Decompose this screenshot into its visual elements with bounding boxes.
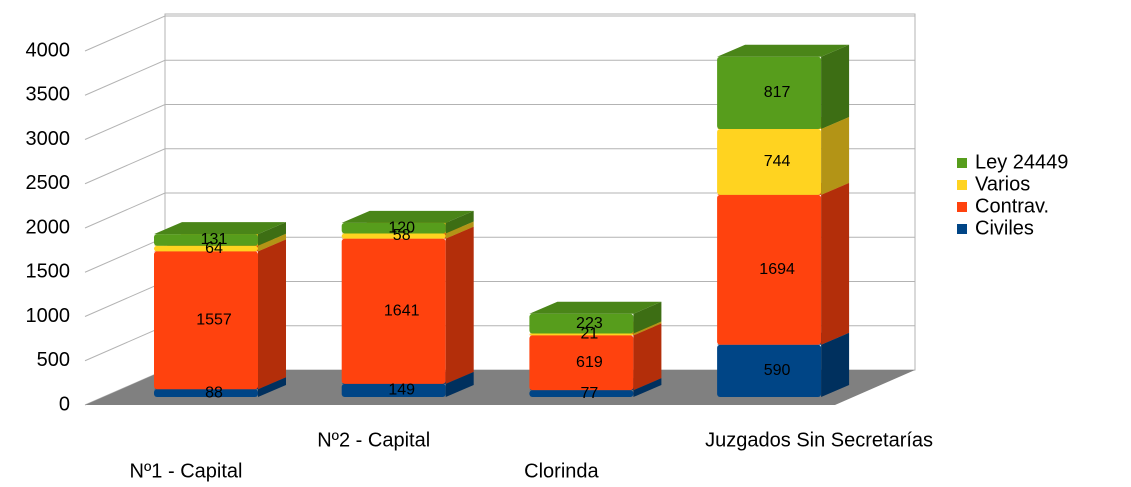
bar-side <box>633 323 662 391</box>
value-label: 817 <box>764 84 791 101</box>
bar-segment <box>154 234 258 246</box>
bar-segment <box>154 389 258 397</box>
bar-side <box>633 301 662 334</box>
value-label: 149 <box>388 382 415 399</box>
x-tick-label: Juzgados Sin Secretarías <box>705 429 933 451</box>
bar-top <box>529 301 662 314</box>
bar-segment <box>717 56 822 130</box>
bar-segment <box>529 335 634 391</box>
y-tick-label: 3500 <box>26 84 71 106</box>
bar-top <box>154 222 286 235</box>
legend-label: Contrav. <box>975 195 1049 217</box>
bar-side <box>821 182 850 345</box>
bar-segment <box>717 344 822 397</box>
value-label: 64 <box>205 240 223 257</box>
legend-label: Ley 24449 <box>975 151 1068 173</box>
grid-line <box>84 192 915 229</box>
legend-label: Civiles <box>975 217 1034 239</box>
grid-line <box>84 15 915 52</box>
bar-segment <box>717 194 822 345</box>
bar-segment <box>529 313 634 334</box>
y-tick-label: 3000 <box>26 128 71 150</box>
bar-side <box>445 210 474 234</box>
bar-top <box>717 44 850 57</box>
y-tick-label: 500 <box>37 349 70 371</box>
value-label: 744 <box>764 153 791 170</box>
value-label: 619 <box>576 354 603 371</box>
bar-side <box>445 371 474 397</box>
value-label: 131 <box>201 231 228 248</box>
bar-side <box>258 377 286 397</box>
bar-top <box>341 210 474 223</box>
bar-segment <box>717 129 822 195</box>
bar-side <box>445 221 474 239</box>
value-label: 590 <box>764 362 791 379</box>
value-label: 21 <box>581 326 599 343</box>
legend-swatch <box>957 180 967 190</box>
x-tick-label: Nº2 - Capital <box>317 429 430 451</box>
bar-segment <box>529 333 634 336</box>
floor <box>85 370 915 405</box>
x-tick-label: Nº1 - Capital <box>130 460 243 482</box>
grid-line <box>84 148 915 185</box>
bar-side <box>821 44 850 130</box>
legend-swatch <box>957 202 967 212</box>
bar-side <box>633 321 662 336</box>
bar-side <box>445 226 474 384</box>
bar-segment <box>341 238 446 384</box>
grid-line <box>84 59 915 96</box>
y-tick-label: 2000 <box>26 216 71 238</box>
bar-segment <box>154 251 258 390</box>
bar-segment <box>341 222 446 234</box>
value-label: 1557 <box>196 312 232 329</box>
bar-side <box>258 222 286 246</box>
value-label: 77 <box>581 385 599 402</box>
y-tick-label: 2500 <box>26 172 71 194</box>
legend-label: Varios <box>975 173 1030 195</box>
y-tick-label: 4000 <box>26 39 71 61</box>
bar-segment <box>341 233 446 239</box>
value-label: 223 <box>576 315 603 332</box>
value-label: 88 <box>205 384 223 401</box>
value-label: 120 <box>388 219 415 236</box>
bar-side <box>258 239 286 390</box>
value-label: 1694 <box>759 261 795 278</box>
bar-segment <box>341 383 446 397</box>
y-tick-label: 0 <box>59 393 70 415</box>
legend-swatch <box>957 158 967 168</box>
bar-side <box>633 378 662 397</box>
y-tick-label: 1500 <box>26 261 71 283</box>
bar-side <box>821 332 850 397</box>
x-tick-label: Clorinda <box>524 460 599 482</box>
bar-segment <box>529 390 634 397</box>
bar-side <box>258 233 286 252</box>
bar-side <box>821 117 850 195</box>
legend-swatch <box>957 224 967 234</box>
grid-line <box>84 104 915 140</box>
value-label: 58 <box>393 227 411 244</box>
y-tick-label: 1000 <box>26 305 71 327</box>
value-label: 1641 <box>384 302 420 319</box>
bar-segment <box>154 245 258 252</box>
